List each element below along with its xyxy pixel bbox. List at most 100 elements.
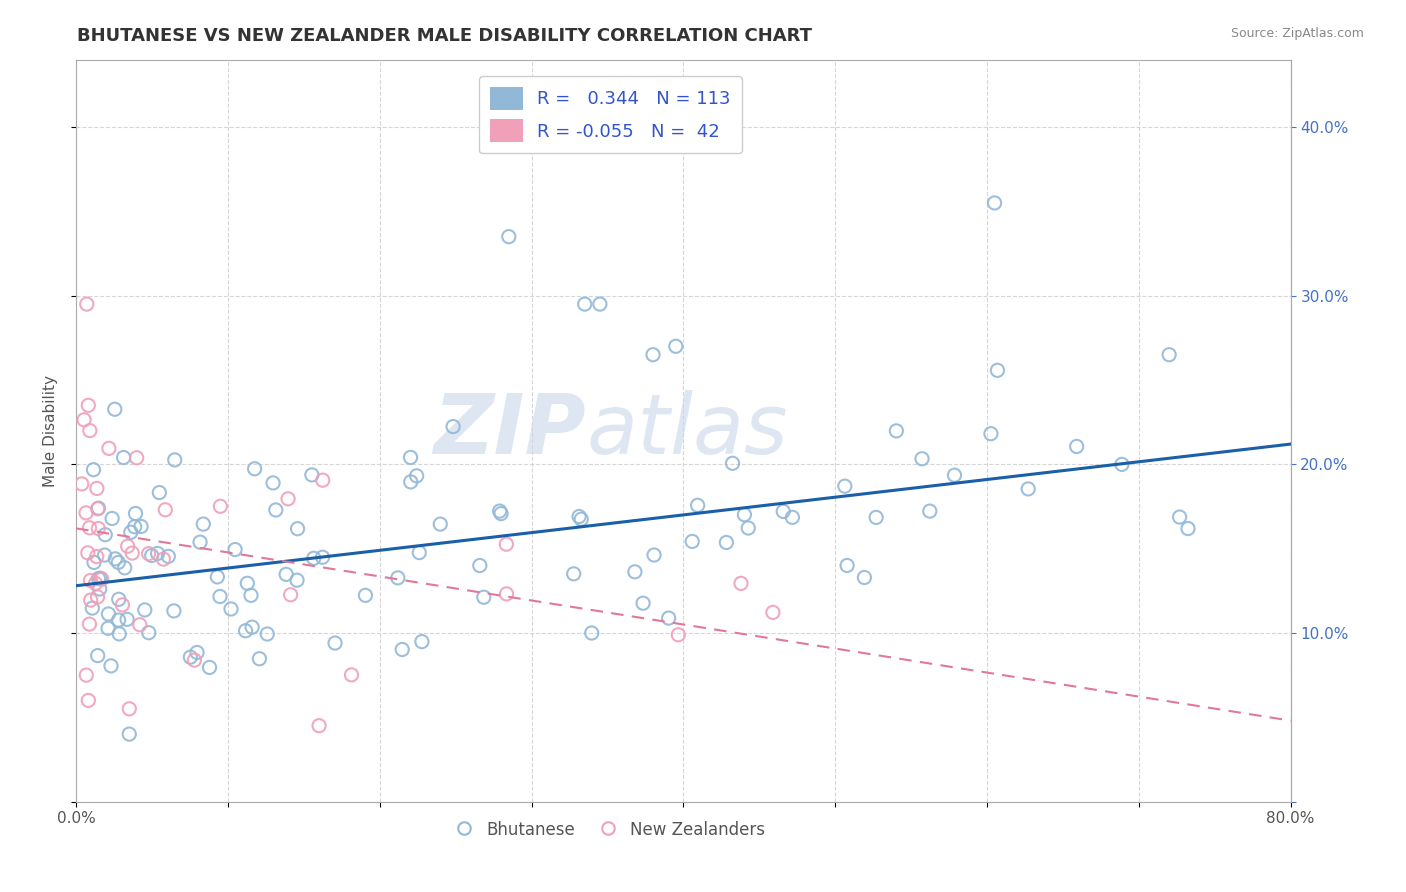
Point	[186, 645, 208, 659]
Point	[207, 570, 229, 584]
Point	[235, 624, 257, 638]
Text: BHUTANESE VS NEW ZEALANDER MALE DISABILITY CORRELATION CHART: BHUTANESE VS NEW ZEALANDER MALE DISABILI…	[77, 27, 813, 45]
Point	[569, 512, 592, 526]
Point	[249, 651, 271, 665]
Point	[94, 527, 117, 541]
Point	[643, 548, 665, 562]
Point	[79, 424, 101, 438]
Point	[387, 571, 409, 585]
Point	[772, 504, 794, 518]
Point	[107, 592, 129, 607]
Point	[441, 419, 464, 434]
Point	[262, 475, 284, 490]
Point	[128, 617, 150, 632]
Point	[280, 588, 302, 602]
Point	[76, 297, 98, 311]
Point	[90, 572, 112, 586]
Point	[163, 453, 186, 467]
Point	[107, 613, 129, 627]
Point	[568, 509, 591, 524]
Point	[1017, 482, 1039, 496]
Point	[498, 229, 520, 244]
Point	[256, 627, 278, 641]
Point	[79, 617, 101, 632]
Point	[152, 552, 174, 566]
Point	[302, 551, 325, 566]
Point	[308, 719, 330, 733]
Point	[624, 565, 647, 579]
Point	[183, 653, 205, 667]
Point	[837, 558, 859, 573]
Point	[101, 511, 124, 525]
Point	[86, 549, 108, 564]
Point	[86, 482, 108, 496]
Point	[762, 606, 785, 620]
Point	[219, 602, 242, 616]
Point	[240, 588, 263, 602]
Point	[716, 535, 738, 549]
Point	[77, 693, 100, 707]
Point	[89, 582, 111, 596]
Point	[488, 504, 510, 518]
Point	[138, 547, 160, 561]
Point	[733, 508, 755, 522]
Point	[581, 626, 603, 640]
Point	[155, 502, 177, 516]
Point	[93, 548, 115, 562]
Point	[70, 477, 93, 491]
Point	[589, 297, 612, 311]
Point	[243, 462, 266, 476]
Text: atlas: atlas	[586, 390, 787, 471]
Point	[276, 567, 298, 582]
Point	[117, 539, 139, 553]
Point	[472, 591, 495, 605]
Point	[97, 442, 120, 456]
Point	[209, 500, 232, 514]
Point	[114, 561, 136, 575]
Point	[83, 555, 105, 569]
Point	[1159, 348, 1181, 362]
Point	[285, 573, 308, 587]
Point	[391, 642, 413, 657]
Point	[1168, 510, 1191, 524]
Point	[87, 501, 110, 516]
Point	[311, 550, 333, 565]
Point	[301, 467, 323, 482]
Point	[111, 598, 134, 612]
Point	[97, 607, 120, 621]
Point	[405, 468, 427, 483]
Text: Source: ZipAtlas.com: Source: ZipAtlas.com	[1230, 27, 1364, 40]
Point	[75, 668, 97, 682]
Point	[495, 537, 517, 551]
Point	[853, 570, 876, 584]
Point	[208, 590, 231, 604]
Point	[76, 546, 98, 560]
Point	[188, 535, 211, 549]
Point	[495, 587, 517, 601]
Point	[104, 402, 127, 417]
Point	[82, 601, 104, 615]
Point	[141, 549, 163, 563]
Point	[86, 501, 108, 516]
Point	[124, 507, 146, 521]
Point	[193, 517, 215, 532]
Point	[911, 451, 934, 466]
Point	[666, 628, 689, 642]
Point	[179, 650, 201, 665]
Point	[865, 510, 887, 524]
Point	[323, 636, 346, 650]
Point	[75, 506, 97, 520]
Point	[97, 621, 120, 635]
Point	[157, 549, 180, 564]
Point	[125, 450, 148, 465]
Point	[686, 498, 709, 512]
Point	[665, 339, 688, 353]
Point	[641, 348, 664, 362]
Point	[198, 660, 221, 674]
Point	[730, 576, 752, 591]
Point	[108, 627, 131, 641]
Point	[148, 485, 170, 500]
Point	[782, 510, 804, 524]
Point	[489, 507, 512, 521]
Point	[312, 473, 335, 487]
